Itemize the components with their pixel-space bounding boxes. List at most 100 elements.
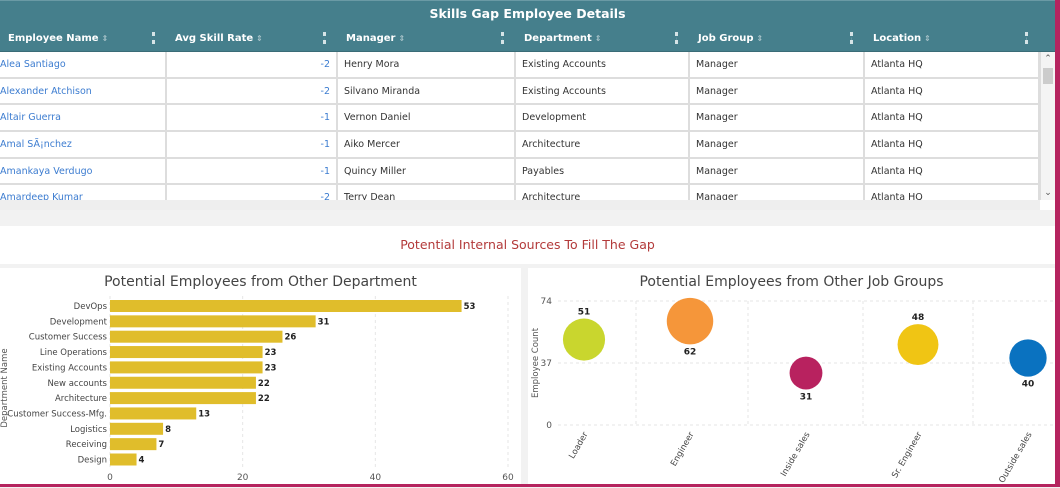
data-label: 23 <box>265 348 277 358</box>
table-row[interactable]: Alea Santiago -2 Henry Mora Existing Accoun… <box>0 52 1055 79</box>
chart-title: Potential Employees from Other Departmen… <box>104 274 417 290</box>
sort-icon[interactable]: ⇕ <box>594 34 602 43</box>
data-label: 51 <box>578 307 591 317</box>
category-label: Receiving <box>66 440 107 450</box>
horizontal-scrollbar[interactable] <box>0 200 1040 210</box>
table-row[interactable]: Amal SÃ¡nchez -1 Aiko Mercer Architecture Ma… <box>0 132 1055 159</box>
category-label: Architecture <box>55 394 107 404</box>
bar <box>110 438 157 451</box>
bar <box>110 453 137 466</box>
table-cell: -2 <box>167 52 338 77</box>
employee-name-link[interactable]: Alexander Atchison <box>0 78 167 104</box>
bar <box>110 376 256 389</box>
x-tick-label: 40 <box>370 473 382 483</box>
data-label: 62 <box>684 347 697 357</box>
y-tick-label: 37 <box>541 359 552 369</box>
employee-details-table: Skills Gap Employee Details Employee Nam… <box>0 0 1055 210</box>
column-label: Location <box>873 33 922 44</box>
bar <box>110 392 256 405</box>
column-menu-icon[interactable] <box>501 32 504 44</box>
y-axis-label: Department Name <box>0 348 10 427</box>
column-menu-icon[interactable] <box>850 32 853 44</box>
category-label: Line Operations <box>40 348 108 358</box>
bubble <box>1009 339 1047 377</box>
bar <box>110 346 263 359</box>
bubble <box>666 297 714 345</box>
column-header[interactable]: Department ⇕ <box>516 25 690 51</box>
table-cell: Existing Accounts <box>516 52 690 77</box>
table-cell: Manager <box>690 132 865 157</box>
data-label: 22 <box>258 394 270 404</box>
table-cell: Manager <box>690 185 865 200</box>
table-cell: -1 <box>167 132 338 157</box>
table-cell: Aiko Mercer <box>338 132 516 157</box>
bar <box>110 407 197 420</box>
chart-title: Potential Employees from Other Job Group… <box>639 274 944 290</box>
sort-icon[interactable]: ⇕ <box>398 34 406 43</box>
data-label: 22 <box>258 379 270 389</box>
table-row[interactable]: Amankaya Verdugo -1 Quincy Miller Payables M… <box>0 158 1055 186</box>
table-cell: -1 <box>167 105 338 131</box>
job-group-bubble-chart: 0 37 74 Employee Count 51 Loader 62 Engineer 31 I… <box>531 297 1055 485</box>
table-cell: Manager <box>690 105 865 131</box>
employee-name-link[interactable]: Amankaya Verdugo <box>0 158 167 184</box>
category-label: Inside sales <box>779 430 813 479</box>
table-cell: Atlanta HQ <box>865 52 1040 77</box>
bar <box>110 315 316 328</box>
category-label: Loader <box>567 430 590 461</box>
column-header[interactable]: Avg Skill Rate ⇕ <box>167 25 338 51</box>
table-title: Skills Gap Employee Details <box>0 0 1055 25</box>
table-cell: Manager <box>690 78 865 104</box>
column-header[interactable]: Manager ⇕ <box>338 25 516 51</box>
sort-icon[interactable]: ⇕ <box>756 34 764 43</box>
data-label: 31 <box>800 392 813 402</box>
data-label: 53 <box>464 302 476 312</box>
table-cell: Payables <box>516 158 690 184</box>
y-tick-label: 74 <box>541 297 553 307</box>
table-row[interactable]: Amardeep Kumar -2 Terry Dean Architecture Ma… <box>0 185 1055 200</box>
column-menu-icon[interactable] <box>675 32 678 44</box>
data-label: 31 <box>318 317 330 327</box>
employee-name-link[interactable]: Altair Guerra <box>0 105 167 131</box>
column-header[interactable]: Job Group ⇕ <box>690 25 865 51</box>
column-menu-icon[interactable] <box>152 32 155 44</box>
column-label: Job Group <box>698 33 754 44</box>
category-label: Customer Success <box>29 333 108 343</box>
data-label: 8 <box>165 425 171 435</box>
column-header[interactable]: Employee Name ⇕ <box>0 25 167 51</box>
bubble <box>789 356 823 390</box>
table-cell: Henry Mora <box>338 52 516 77</box>
employee-name-link[interactable]: Amardeep Kumar <box>0 185 167 200</box>
employee-name-link[interactable]: Alea Santiago <box>0 52 167 77</box>
bubble <box>562 318 606 361</box>
department-chart-panel: Potential Employees from Other Departmen… <box>0 268 521 484</box>
table-cell: Vernon Daniel <box>338 105 516 131</box>
bar <box>110 300 462 312</box>
table-cell: Existing Accounts <box>516 78 690 104</box>
vertical-scrollbar[interactable]: ⌃ ⌄ <box>1040 52 1055 200</box>
table-cell: Atlanta HQ <box>865 105 1040 131</box>
sort-icon[interactable]: ⇕ <box>256 34 263 43</box>
data-label: 4 <box>139 456 145 466</box>
sort-icon[interactable]: ⇕ <box>101 34 109 43</box>
table-row[interactable]: Alexander Atchison -2 Silvano Miranda Exist… <box>0 78 1055 106</box>
scroll-thumb[interactable] <box>1043 68 1053 84</box>
column-header[interactable]: Location ⇕ <box>865 25 1040 51</box>
sort-icon[interactable]: ⇕ <box>924 34 931 43</box>
category-label: DevOps <box>74 302 108 312</box>
table-row[interactable]: Altair Guerra -1 Vernon Daniel Development M… <box>0 105 1055 133</box>
data-label: 23 <box>265 363 277 373</box>
scroll-up-icon[interactable]: ⌃ <box>1044 54 1052 64</box>
category-label: Sr. Engineer <box>890 430 925 480</box>
category-label: Development <box>50 317 108 327</box>
x-tick-label: 60 <box>502 473 514 483</box>
category-label: Existing Accounts <box>32 363 108 373</box>
column-menu-icon[interactable] <box>323 32 326 44</box>
scroll-down-icon[interactable]: ⌄ <box>1044 188 1052 198</box>
column-menu-icon[interactable] <box>1025 32 1028 44</box>
x-tick-label: 20 <box>237 473 249 483</box>
category-label: Engineer <box>669 430 697 468</box>
employee-name-link[interactable]: Amal SÃ¡nchez <box>0 132 167 157</box>
table-cell: Architecture <box>516 132 690 157</box>
bar <box>110 330 283 343</box>
